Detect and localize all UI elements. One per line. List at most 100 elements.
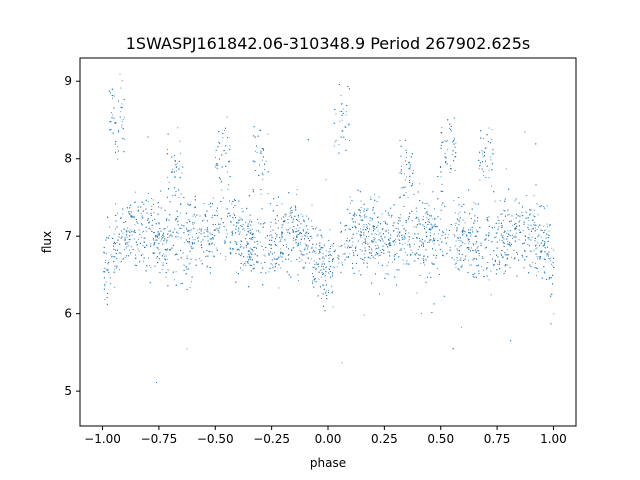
data-point (535, 227, 536, 229)
data-point (173, 279, 175, 281)
data-point (176, 253, 178, 255)
data-point (372, 209, 374, 211)
data-point (299, 261, 301, 262)
data-point (543, 207, 545, 209)
data-point (428, 241, 430, 243)
data-point (289, 227, 291, 229)
data-point (431, 218, 433, 220)
data-point (268, 254, 270, 256)
data-point (472, 276, 474, 277)
data-point (399, 240, 401, 241)
data-point (153, 252, 155, 254)
data-point (206, 255, 208, 257)
data-point (547, 240, 549, 242)
data-point (345, 149, 347, 151)
chart-title: 1SWASPJ161842.06-310348.9 Period 267902.… (126, 34, 531, 53)
data-point (166, 218, 168, 220)
data-point (498, 222, 500, 224)
data-point (507, 214, 509, 216)
data-point (174, 228, 176, 230)
data-point (294, 215, 296, 217)
data-point (355, 227, 357, 229)
data-point (216, 149, 218, 151)
data-point (415, 226, 417, 228)
data-point (474, 215, 476, 217)
data-point (440, 190, 442, 192)
data-point (294, 205, 296, 207)
data-point (256, 247, 257, 249)
data-point (458, 250, 460, 252)
data-point (219, 223, 221, 225)
data-point (441, 183, 443, 185)
data-point (330, 276, 332, 278)
data-point (433, 303, 435, 305)
data-point (399, 231, 401, 233)
data-point (505, 264, 507, 265)
data-point (210, 233, 212, 235)
data-point (433, 233, 435, 235)
data-point (442, 232, 444, 233)
data-point (440, 166, 442, 168)
data-point (458, 269, 460, 271)
data-point (360, 231, 362, 233)
data-point (325, 267, 327, 269)
data-point (175, 236, 177, 238)
data-point (183, 242, 185, 244)
data-point (405, 139, 407, 141)
data-point (126, 230, 128, 232)
data-point (360, 236, 362, 238)
data-point (342, 264, 343, 266)
data-point (478, 250, 480, 252)
data-point (490, 294, 492, 296)
data-point (474, 272, 476, 274)
data-point (116, 212, 118, 214)
data-point (256, 145, 257, 147)
data-point (229, 200, 230, 202)
data-point (429, 232, 431, 234)
data-point (304, 247, 306, 249)
data-point (391, 215, 393, 216)
data-point (443, 255, 444, 257)
data-point (313, 249, 315, 251)
data-point (403, 194, 405, 196)
data-point (189, 231, 191, 233)
data-point (263, 254, 265, 256)
data-point (113, 256, 115, 258)
data-point (194, 206, 196, 208)
data-point (373, 212, 375, 214)
data-point (188, 219, 190, 221)
data-point (535, 262, 536, 264)
data-point (399, 232, 401, 234)
data-point (301, 236, 303, 238)
data-point (289, 208, 291, 210)
data-point (272, 267, 274, 269)
data-point (363, 253, 365, 255)
data-point (247, 262, 249, 264)
data-point (167, 133, 169, 135)
data-point (347, 256, 349, 258)
data-point (419, 275, 421, 276)
data-point (161, 236, 163, 238)
data-point (388, 239, 389, 241)
data-point (371, 240, 373, 242)
data-point (389, 243, 391, 245)
data-point (166, 226, 168, 228)
data-point (119, 243, 121, 245)
data-point (311, 246, 313, 248)
data-point (163, 253, 165, 255)
data-point (503, 220, 504, 222)
data-point (377, 230, 379, 232)
data-point (219, 226, 221, 228)
data-point (168, 188, 169, 190)
data-point (218, 223, 219, 225)
data-point (145, 208, 147, 210)
data-point (376, 234, 378, 235)
data-point (321, 236, 323, 238)
data-point (439, 274, 440, 275)
data-point (274, 232, 276, 234)
data-point (440, 132, 442, 134)
data-point (231, 234, 233, 236)
data-point (280, 248, 282, 250)
data-point (179, 177, 181, 179)
data-point (130, 229, 132, 231)
